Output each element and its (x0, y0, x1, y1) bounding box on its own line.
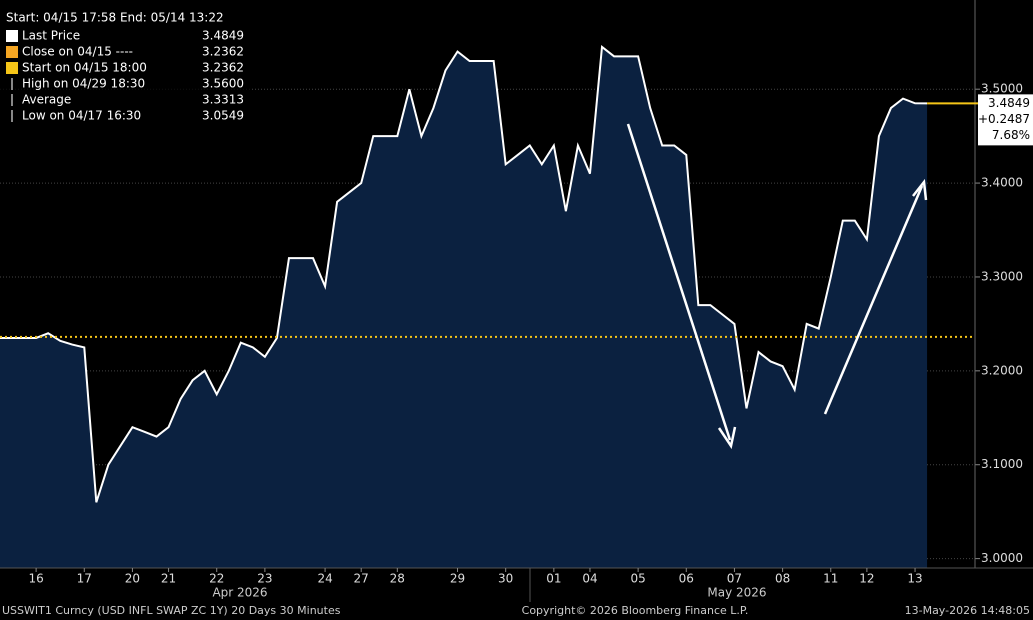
x-tick-label: 13 (907, 572, 922, 586)
legend-label: Close on 04/15 ---- (22, 45, 133, 59)
legend-label: Average (22, 93, 71, 107)
x-tick-label: 27 (354, 572, 369, 586)
arrow (626, 123, 732, 441)
legend-header: Start: 04/15 17:58 End: 05/14 13:22 (6, 11, 224, 25)
last-price-box (978, 94, 1033, 146)
footer-right: 13-May-2026 14:48:05 (905, 604, 1030, 617)
x-tick-label: 21 (161, 572, 176, 586)
x-tick-label: 17 (77, 572, 92, 586)
x-axis: Apr 2026 May 2026 USSWIT1 Curncy (USD IN… (0, 567, 1033, 617)
arrow (823, 185, 924, 415)
footer-center: Copyright© 2026 Bloomberg Finance L.P. (522, 604, 749, 617)
x-tick-label: 06 (679, 572, 694, 586)
area (0, 46, 928, 569)
x-tick-label: 28 (390, 572, 405, 586)
y-tick-label: 3.5000 (981, 82, 1023, 96)
legend-label: High on 04/29 18:30 (22, 77, 145, 91)
y-tick-label: 3.0000 (981, 551, 1023, 565)
price-line (0, 45, 928, 503)
x-tick-label: 22 (209, 572, 224, 586)
x-tick-label: 07 (727, 572, 742, 586)
x-tick-label: 04 (582, 572, 597, 586)
legend-label: Low on 04/17 16:30 (22, 109, 141, 123)
x-tick-label: 01 (546, 572, 561, 586)
legend: Start: 04/15 17:58 End: 05/14 13:22 Last… (0, 0, 250, 128)
legend-value: 3.4849 (202, 29, 244, 43)
arrowhead (717, 426, 737, 450)
legend-value: 3.0549 (202, 109, 244, 123)
month-label: May 2026 (707, 586, 766, 600)
legend-swatch (6, 46, 18, 58)
last-price-label: 3.4849 (988, 96, 1030, 110)
legend-label: Last Price (22, 29, 80, 43)
arrowhead (912, 178, 928, 201)
footer-left: USSWIT1 Curncy (USD INFL SWAP ZC 1Y) 20 … (2, 604, 341, 617)
last-price-label: +0.2487 (978, 112, 1030, 126)
x-tick-label: 11 (823, 572, 838, 586)
y-tick-label: 3.3000 (981, 269, 1023, 283)
x-tick-label: 12 (859, 572, 874, 586)
legend-swatch (6, 30, 18, 42)
x-tick-label: 20 (125, 572, 140, 586)
legend-value: 3.2362 (202, 45, 244, 59)
legend-value: 3.5600 (202, 77, 244, 91)
x-tick-label: 23 (257, 572, 272, 586)
y-tick-label: 3.4000 (981, 176, 1023, 190)
annotations (626, 123, 928, 450)
x-tick-label: 05 (630, 572, 645, 586)
y-tick-label: 3.1000 (981, 457, 1023, 471)
last-price-label: 7.68% (992, 128, 1030, 142)
legend-swatch (6, 62, 18, 74)
x-tick-label: 16 (28, 572, 43, 586)
x-tick-label: 29 (450, 572, 465, 586)
legend-value: 3.2362 (202, 61, 244, 75)
x-tick-label: 08 (775, 572, 790, 586)
x-tick-label: 30 (498, 572, 513, 586)
legend-box (0, 0, 250, 128)
y-tick-label: 3.2000 (981, 363, 1023, 377)
x-tick-label: 24 (317, 572, 332, 586)
month-label: Apr 2026 (212, 586, 267, 600)
legend-label: Start on 04/15 18:00 (22, 61, 147, 75)
legend-value: 3.3313 (202, 93, 244, 107)
